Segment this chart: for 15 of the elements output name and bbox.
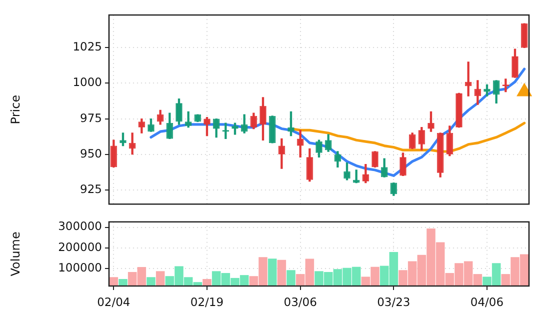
x-tick-label: 04/06 — [470, 294, 504, 309]
x-tick-label: 02/04 — [97, 294, 130, 309]
x-tick-label: 03/06 — [284, 294, 317, 309]
x-tick-label: 02/19 — [190, 294, 224, 309]
y-tick-label: 1000 — [72, 75, 102, 90]
y-tick-label: 300000 — [58, 219, 102, 234]
y-tick-label: 100000 — [58, 260, 102, 274]
y-tick-label: 925 — [80, 182, 102, 196]
y-axis-title: Volume — [8, 232, 22, 276]
x-tick-label: 03/23 — [377, 294, 410, 309]
y-tick-label: 975 — [80, 110, 102, 125]
y-tick-label: 950 — [80, 146, 102, 160]
y-tick-label: 200000 — [58, 240, 102, 254]
y-axis-title: Price — [8, 94, 22, 124]
y-tick-label: 1025 — [72, 40, 102, 54]
